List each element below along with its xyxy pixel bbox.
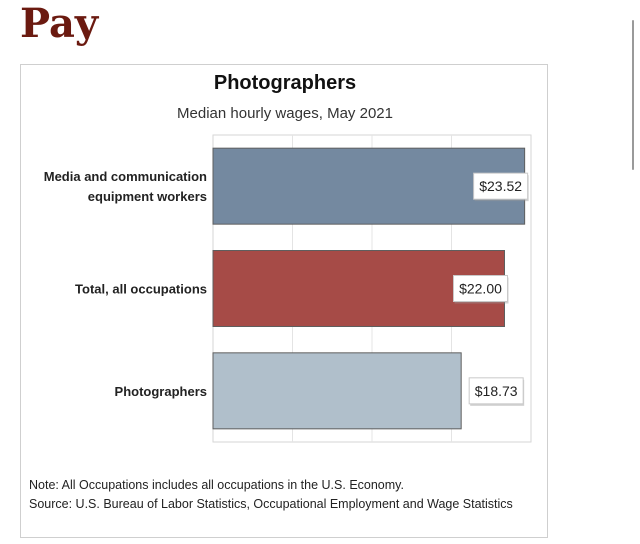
chart-container: Photographers Median hourly wages, May 2… [20, 64, 548, 538]
chart-notes: Note: All Occupations includes all occup… [29, 476, 534, 514]
category-label: Media and communication [44, 169, 207, 184]
data-label: $22.00 [459, 281, 502, 297]
category-label: Total, all occupations [75, 282, 207, 297]
data-label: $23.52 [479, 178, 522, 194]
page-scrollbar[interactable] [632, 20, 634, 170]
chart-subtitle: Median hourly wages, May 2021 [177, 105, 393, 122]
note-text: Note: All Occupations includes all occup… [29, 478, 404, 492]
bar-chart: Media and communication equipment workers… [44, 134, 532, 443]
source-text: Source: U.S. Bureau of Labor Statistics,… [29, 497, 513, 511]
category-label: equipment workers [88, 189, 207, 204]
bar [212, 352, 462, 430]
data-label-box [453, 275, 508, 302]
chart-title: Photographers [213, 72, 357, 94]
data-label-box [468, 377, 524, 405]
bar [212, 147, 526, 225]
data-label: $18.73 [475, 383, 518, 399]
category-label: Photographers [115, 384, 207, 399]
section-heading: Pay [20, 0, 99, 47]
data-label-box [473, 172, 529, 200]
